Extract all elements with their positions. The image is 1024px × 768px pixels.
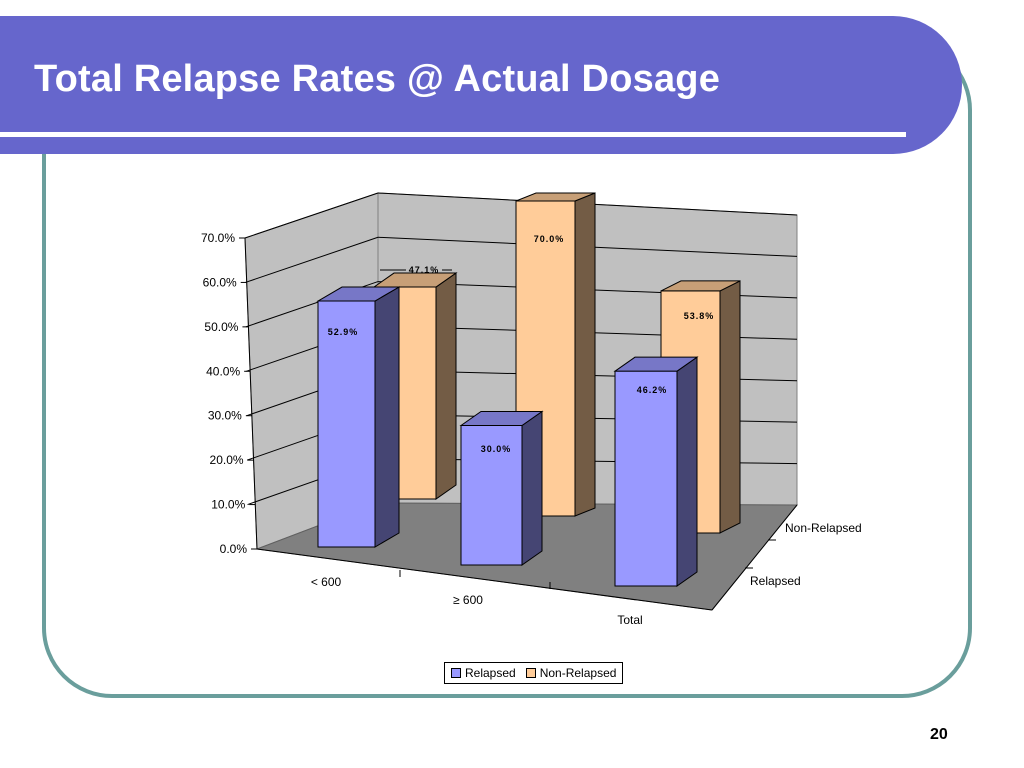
bar-relapsed (317, 300, 376, 548)
data-label-relapsed: 52.9% (328, 327, 359, 337)
data-label-non-relapsed: 53.8% (684, 311, 715, 321)
legend-item-non-relapsed: Non-Relapsed (525, 666, 617, 680)
chart-legend: Relapsed Non-Relapsed (444, 662, 624, 684)
legend-swatch-relapsed (451, 668, 461, 678)
legend-swatch-non-relapsed (525, 668, 536, 678)
x-tick-label: < 600 (311, 575, 342, 589)
x-tick-label: Total (617, 613, 642, 627)
y-axis-line (244, 237, 258, 550)
bar-relapsed (614, 370, 678, 587)
data-label-relapsed: 30.0% (481, 444, 512, 454)
data-label-non-relapsed: 70.0% (534, 234, 565, 244)
y-tick-label: 40.0% (206, 364, 240, 378)
legend-item-relapsed: Relapsed (451, 666, 516, 680)
y-tick-label: 10.0% (211, 498, 245, 512)
bar-non-relapsed-side (574, 192, 596, 517)
bar-relapsed-side (676, 356, 698, 587)
y-tick-label: 50.0% (204, 320, 238, 334)
x-axis-line (256, 548, 713, 611)
gridline-side (245, 236, 379, 283)
y-tick-label: 30.0% (208, 409, 242, 423)
legend-label-relapsed: Relapsed (465, 666, 516, 680)
bar-relapsed-top (613, 356, 699, 372)
y-tick-label: 0.0% (220, 542, 248, 556)
data-label-relapsed: 46.2% (637, 385, 668, 395)
bar-relapsed-top (459, 411, 544, 426)
data-label-non-relapsed: 47.1% (409, 265, 440, 275)
legend-label-non-relapsed: Non-Relapsed (539, 666, 617, 680)
bar-relapsed-side (521, 410, 543, 566)
depth-axis-line (711, 504, 798, 611)
depth-label: Relapsed (750, 574, 801, 588)
depth-label: Non-Relapsed (785, 521, 862, 535)
bar-non-relapsed-top (660, 280, 741, 292)
bar-non-relapsed-side (435, 272, 457, 500)
title-divider (0, 132, 906, 137)
bar-relapsed-top (316, 286, 401, 302)
y-tick-label: 70.0% (201, 231, 235, 245)
bar-non-relapsed-side (719, 280, 741, 534)
x-tick-label: ≥ 600 (453, 593, 483, 607)
bar-non-relapsed-top (372, 272, 458, 288)
page-number: 20 (930, 726, 948, 743)
bar-relapsed-side (374, 286, 400, 548)
y-tick-label: 60.0% (203, 275, 237, 289)
title-bar (0, 16, 962, 154)
slide-title: Total Relapse Rates @ Actual Dosage (34, 58, 721, 100)
y-tick-label: 20.0% (210, 453, 244, 467)
gridline-side (244, 192, 379, 239)
bar-non-relapsed-top (515, 192, 596, 202)
